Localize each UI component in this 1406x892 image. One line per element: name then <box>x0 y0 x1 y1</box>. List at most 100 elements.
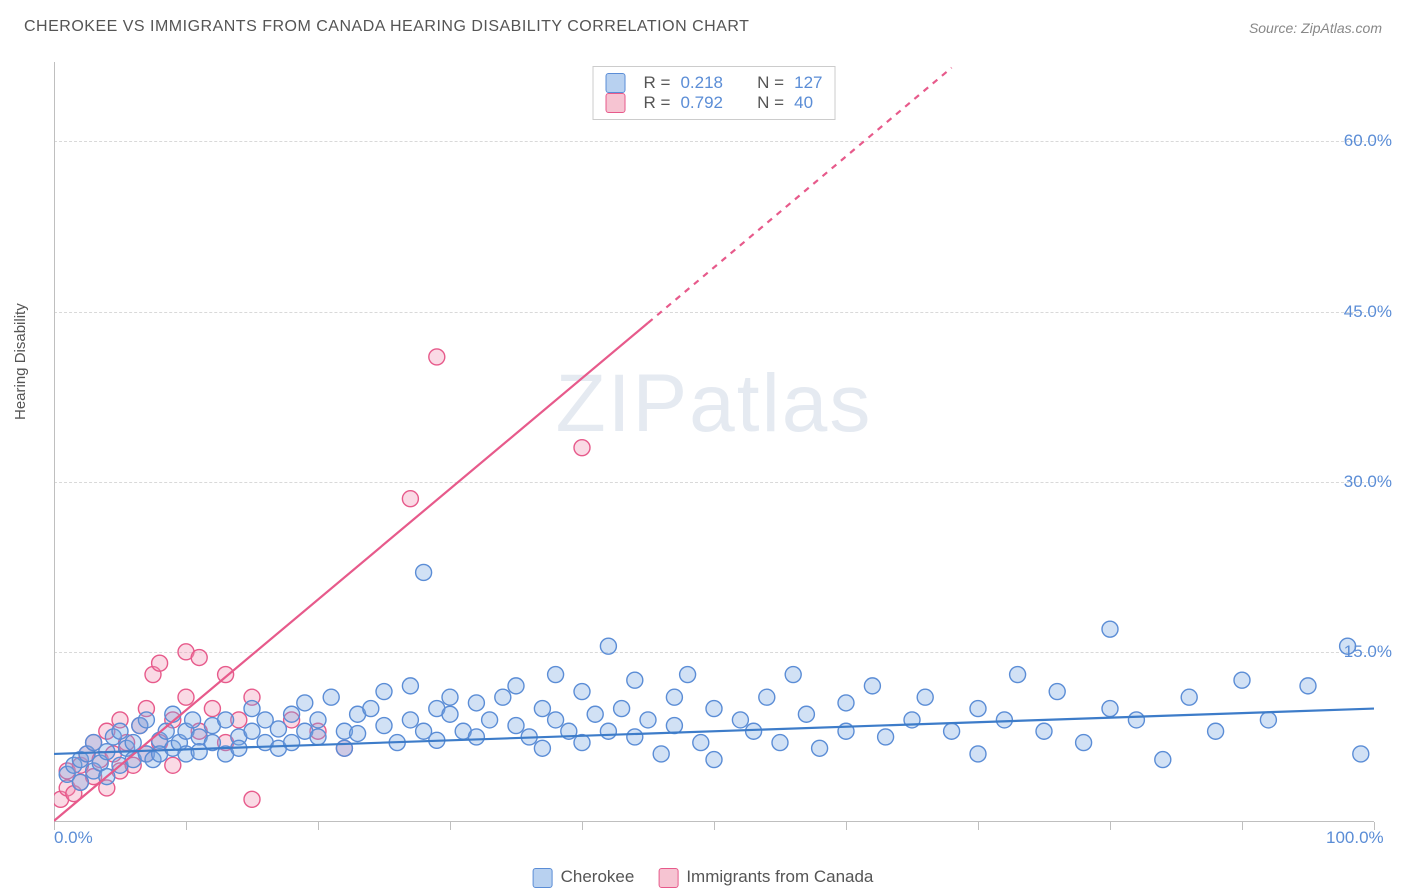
data-point <box>1102 701 1118 717</box>
x-tick-mark <box>846 822 847 830</box>
data-point <box>772 735 788 751</box>
x-tick-label: 0.0% <box>54 828 93 848</box>
x-tick-mark <box>978 822 979 830</box>
y-tick-label: 15.0% <box>1344 642 1392 662</box>
data-point <box>706 752 722 768</box>
data-point <box>548 667 564 683</box>
data-point <box>152 655 168 671</box>
data-point <box>1260 712 1276 728</box>
data-point <box>534 740 550 756</box>
data-point <box>1076 735 1092 751</box>
data-point <box>442 689 458 705</box>
data-point <box>508 718 524 734</box>
legend-row: R = 0.792 N = 40 <box>606 93 823 113</box>
series-legend: Cherokee Immigrants from Canada <box>533 867 874 888</box>
data-point <box>482 712 498 728</box>
data-point <box>376 718 392 734</box>
data-point <box>600 638 616 654</box>
data-point <box>614 701 630 717</box>
data-point <box>574 440 590 456</box>
data-point <box>125 735 141 751</box>
x-tick-mark <box>186 822 187 830</box>
data-point <box>1049 684 1065 700</box>
data-point <box>1181 689 1197 705</box>
data-point <box>270 721 286 737</box>
data-point <box>1128 712 1144 728</box>
data-point <box>508 678 524 694</box>
data-point <box>574 684 590 700</box>
y-tick-label: 45.0% <box>1344 302 1392 322</box>
data-point <box>191 650 207 666</box>
data-point <box>600 723 616 739</box>
data-point <box>640 712 656 728</box>
legend-item: Cherokee <box>533 867 635 888</box>
data-point <box>442 706 458 722</box>
legend-swatch <box>533 868 553 888</box>
x-tick-label: 100.0% <box>1326 828 1384 848</box>
source-attribution: Source: ZipAtlas.com <box>1249 20 1382 36</box>
data-point <box>310 729 326 745</box>
data-point <box>878 729 894 745</box>
data-point <box>165 757 181 773</box>
data-point <box>284 706 300 722</box>
chart-title: CHEROKEE VS IMMIGRANTS FROM CANADA HEARI… <box>24 18 749 36</box>
x-tick-mark <box>714 822 715 830</box>
x-tick-mark <box>582 822 583 830</box>
data-point <box>653 746 669 762</box>
data-point <box>944 723 960 739</box>
data-point <box>468 729 484 745</box>
data-point <box>1353 746 1369 762</box>
data-point <box>1300 678 1316 694</box>
data-point <box>185 712 201 728</box>
data-point <box>746 723 762 739</box>
data-point <box>244 723 260 739</box>
chart-container: CHEROKEE VS IMMIGRANTS FROM CANADA HEARI… <box>0 0 1406 892</box>
data-point <box>218 712 234 728</box>
data-point <box>732 712 748 728</box>
data-point <box>138 712 154 728</box>
y-tick-label: 30.0% <box>1344 472 1392 492</box>
data-point <box>402 678 418 694</box>
data-point <box>297 695 313 711</box>
data-point <box>468 695 484 711</box>
data-point <box>1010 667 1026 683</box>
legend-item: Immigrants from Canada <box>658 867 873 888</box>
data-point <box>666 689 682 705</box>
data-point <box>864 678 880 694</box>
data-point <box>429 349 445 365</box>
data-point <box>706 701 722 717</box>
data-point <box>970 701 986 717</box>
data-point <box>112 723 128 739</box>
data-point <box>917 689 933 705</box>
data-point <box>244 701 260 717</box>
data-point <box>627 729 643 745</box>
data-point <box>323 689 339 705</box>
data-point <box>363 701 379 717</box>
data-point <box>402 712 418 728</box>
data-point <box>548 712 564 728</box>
data-point <box>72 774 88 790</box>
legend-row: R = 0.218 N = 127 <box>606 73 823 93</box>
data-point <box>416 564 432 580</box>
y-tick-label: 60.0% <box>1344 131 1392 151</box>
y-axis-label: Hearing Disability <box>12 303 29 420</box>
data-point <box>1208 723 1224 739</box>
legend-swatch <box>658 868 678 888</box>
x-tick-mark <box>1110 822 1111 830</box>
scatter-svg <box>54 62 1374 822</box>
data-point <box>666 718 682 734</box>
data-point <box>587 706 603 722</box>
data-point <box>376 684 392 700</box>
data-point <box>970 746 986 762</box>
data-point <box>1234 672 1250 688</box>
data-point <box>310 712 326 728</box>
data-point <box>759 689 775 705</box>
data-point <box>798 706 814 722</box>
x-tick-mark <box>1242 822 1243 830</box>
x-tick-mark <box>450 822 451 830</box>
data-point <box>495 689 511 705</box>
data-point <box>218 667 234 683</box>
data-point <box>1155 752 1171 768</box>
data-point <box>627 672 643 688</box>
data-point <box>244 791 260 807</box>
